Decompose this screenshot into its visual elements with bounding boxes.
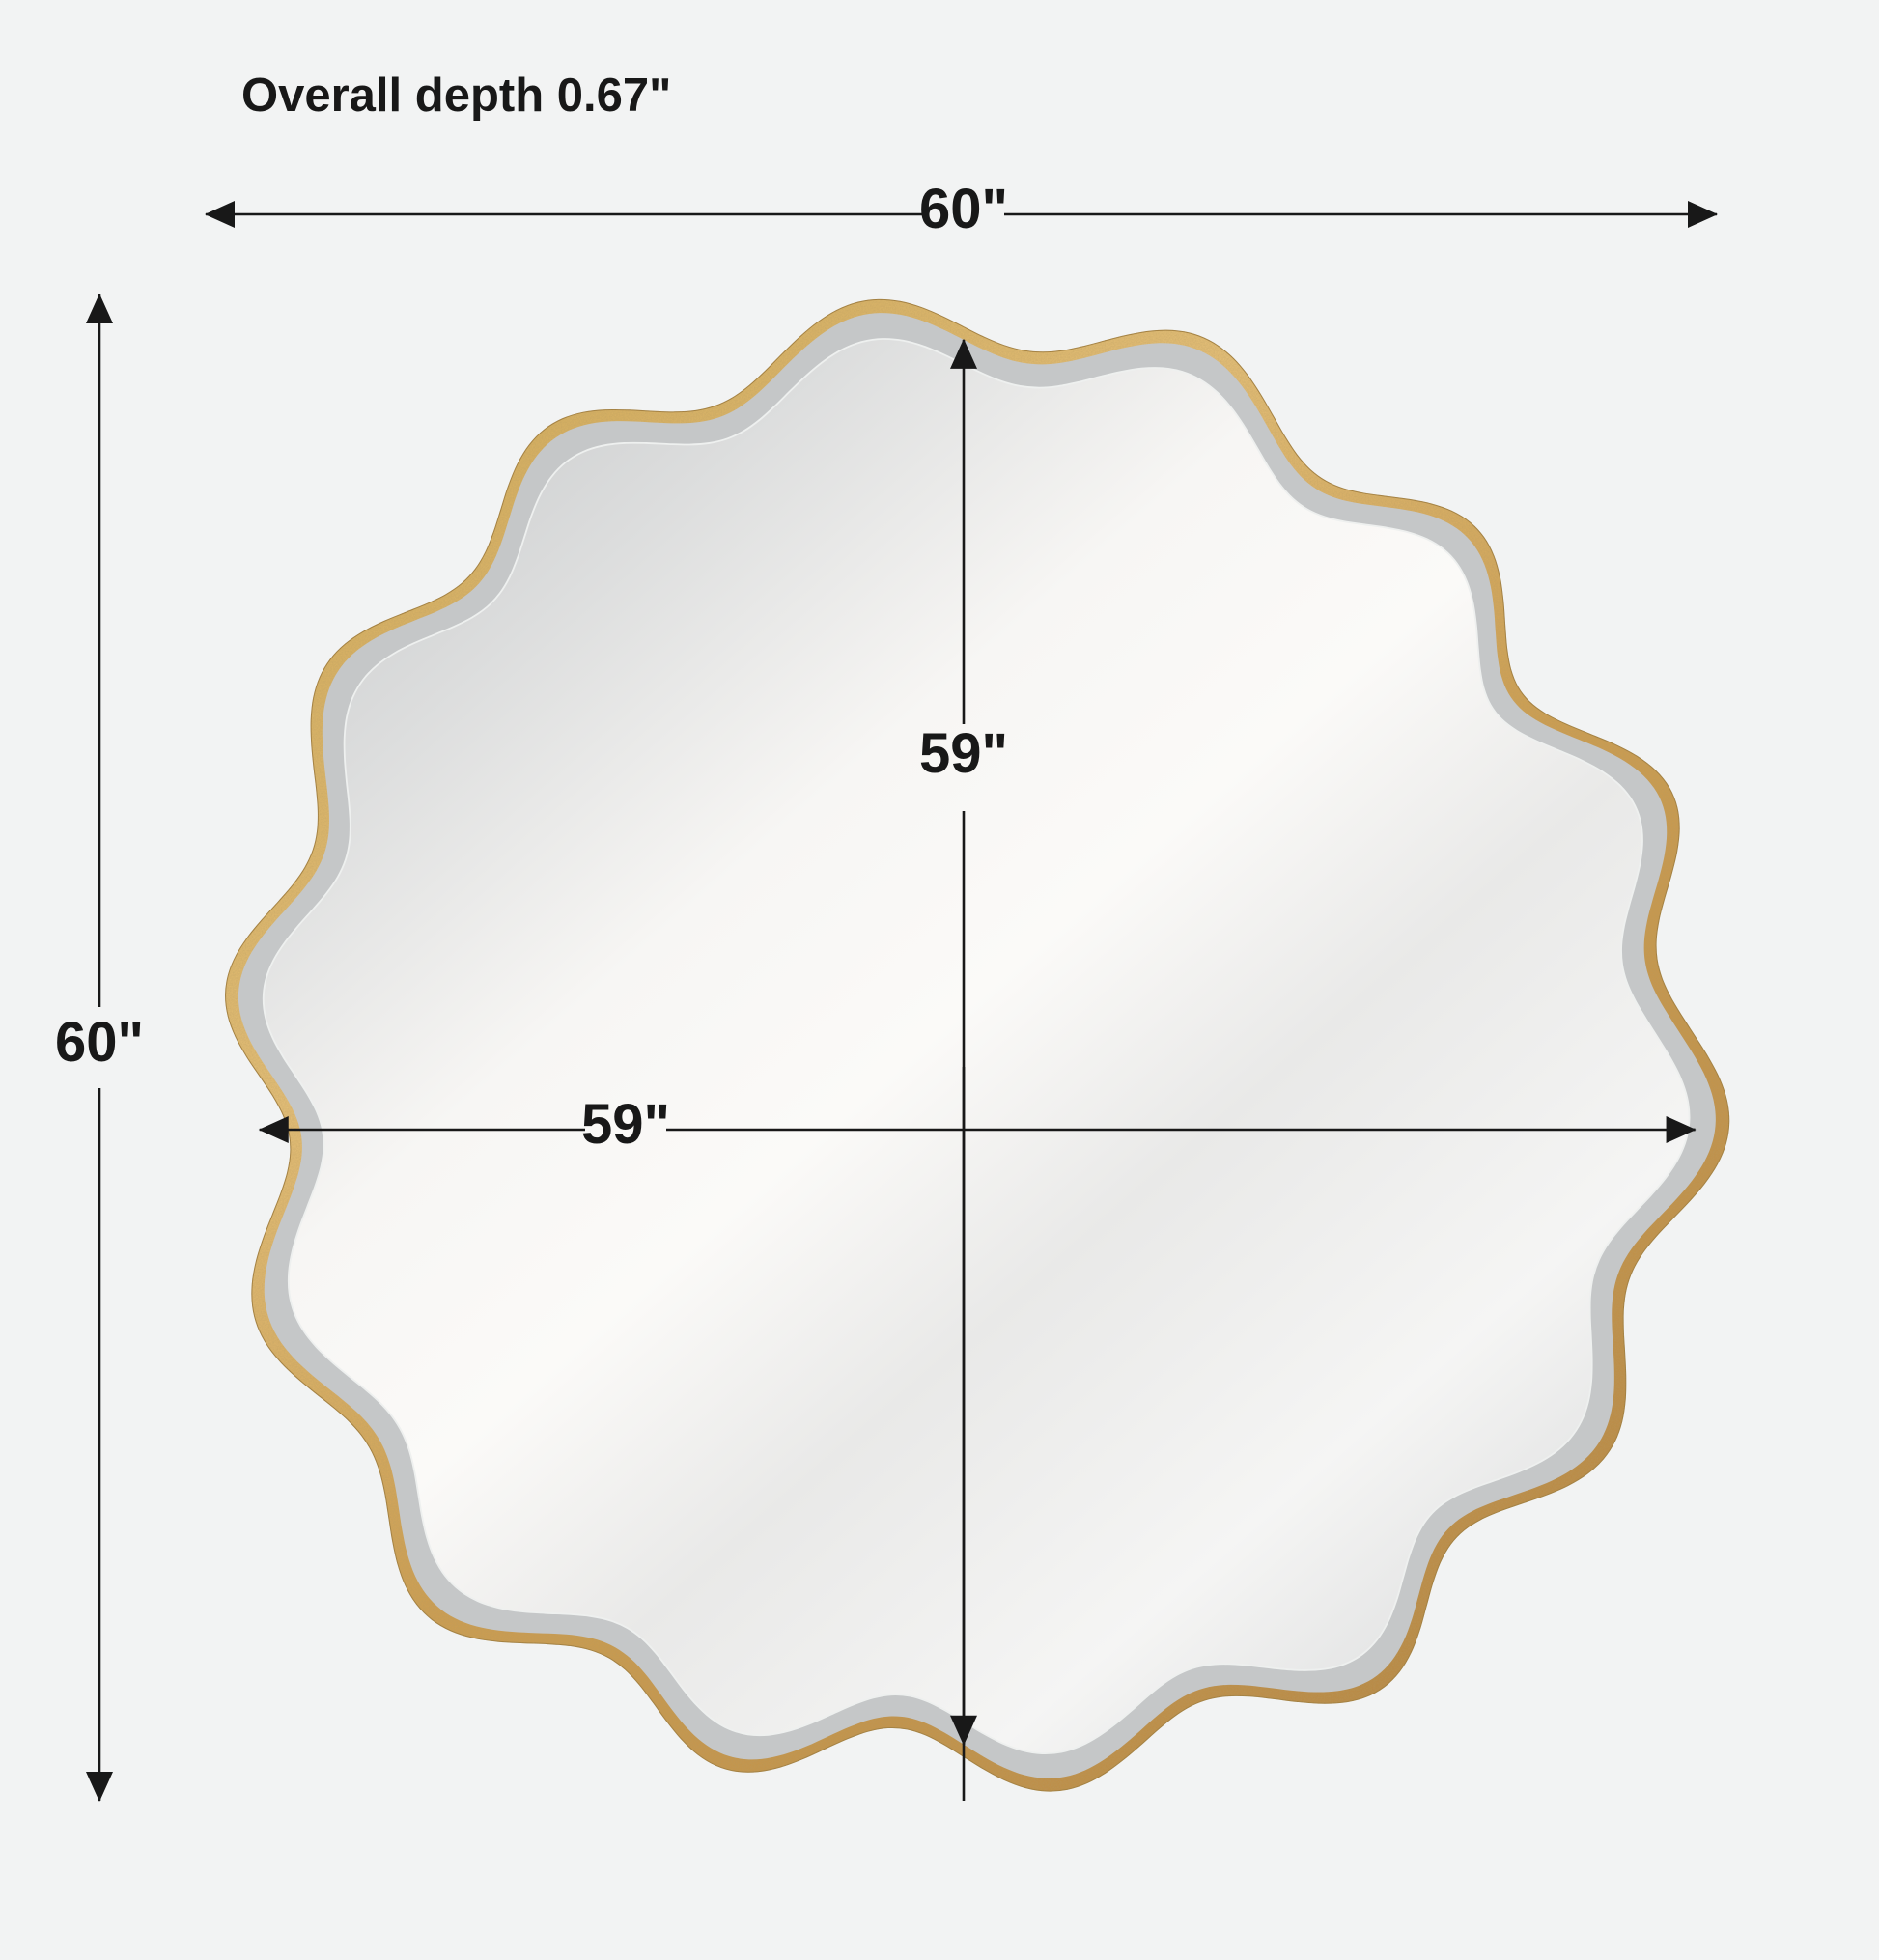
svg-text:59": 59" xyxy=(919,722,1008,785)
svg-text:60": 60" xyxy=(55,1011,144,1074)
svg-text:60": 60" xyxy=(919,178,1008,240)
svg-text:59": 59" xyxy=(581,1093,670,1156)
